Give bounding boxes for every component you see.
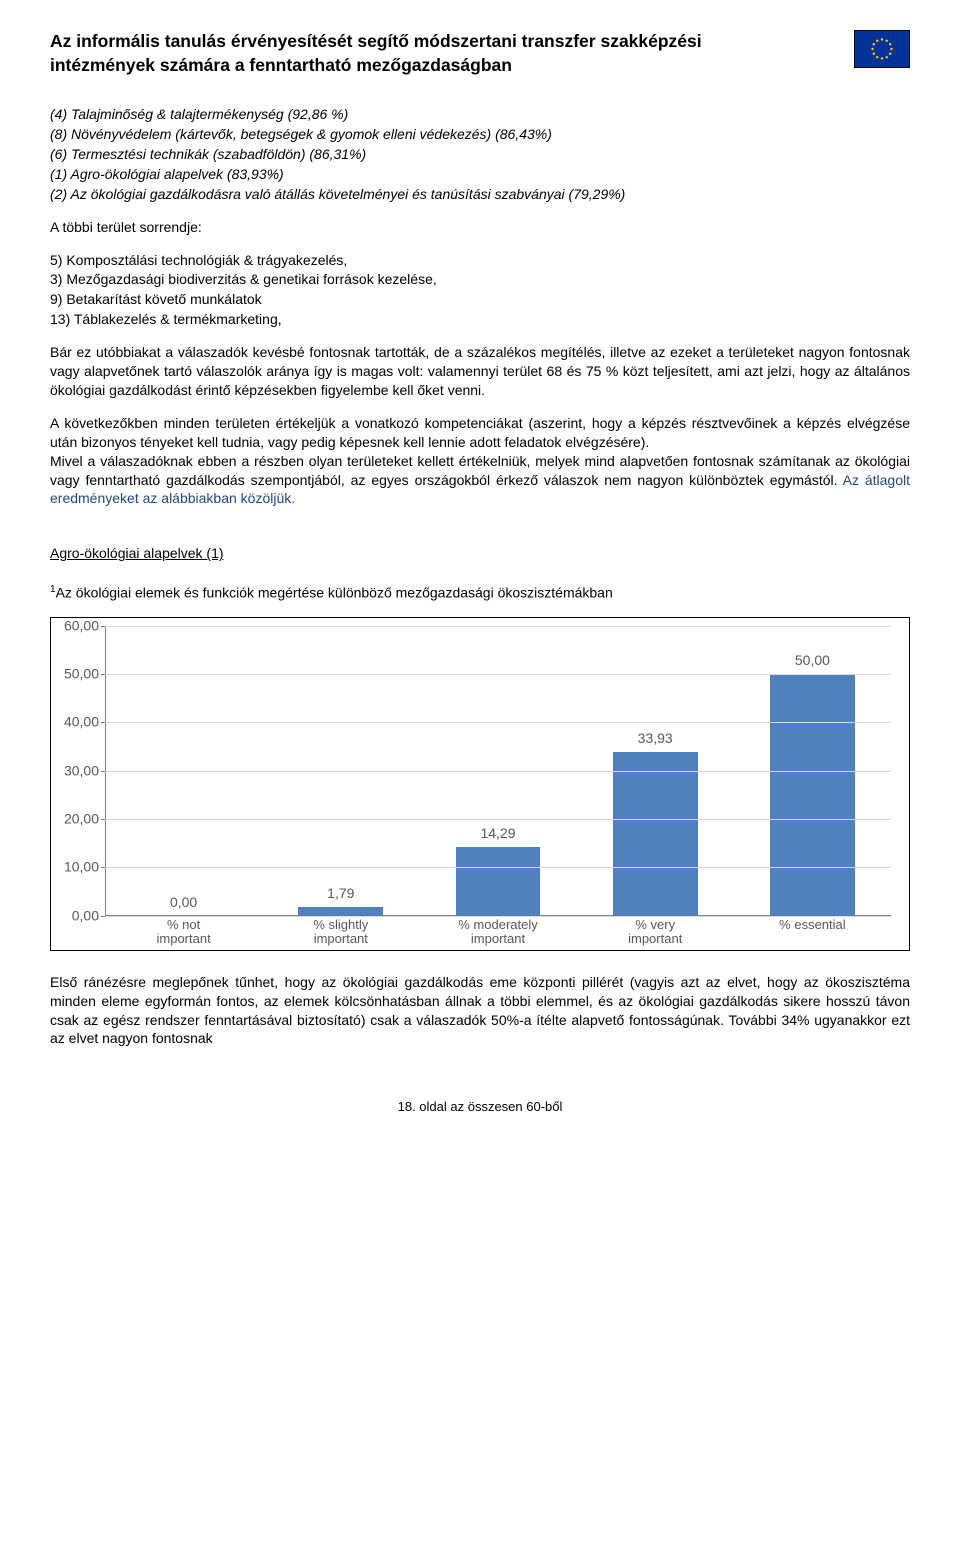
plot: 0,00 1,79 14,29 33,93 50,00 [105, 626, 891, 916]
grid-line [105, 819, 891, 820]
list-item: 5) Komposztálási technológiák & trágyake… [50, 251, 910, 270]
eu-flag-icon [854, 30, 910, 68]
sub-heading: A többi terület sorrendje: [50, 218, 910, 237]
x-tick-label: % essential [734, 916, 891, 946]
list-item: (2) Az ökológiai gazdálkodásra való átál… [50, 185, 910, 204]
y-axis: 0,0010,0020,0030,0040,0050,0060,00 [59, 626, 101, 916]
y-tick-label: 0,00 [72, 906, 99, 925]
tick-mark [101, 867, 105, 868]
list-item: 3) Mezőgazdasági biodiverzitás & genetik… [50, 270, 910, 289]
document-title: Az informális tanulás érvényesítését seg… [50, 30, 810, 77]
x-tick-label: % notimportant [105, 916, 262, 946]
bar: 50,00 [770, 674, 855, 916]
bar: 14,29 [456, 847, 541, 916]
page-header: Az informális tanulás érvényesítését seg… [50, 30, 910, 77]
bar-value-label: 14,29 [456, 824, 541, 843]
bar-value-label: 0,00 [141, 893, 226, 912]
bar: 1,79 [298, 907, 383, 916]
list-item: 13) Táblakezelés & termékmarketing, [50, 310, 910, 329]
list-item: (1) Agro-ökológiai alapelvek (83,93%) [50, 165, 910, 184]
bar-chart: 0,00 10,00 20,00 30,00 40,00 50,00 60,00 0,00 1… [50, 617, 910, 951]
chart-heading: 1Az ökológiai elemek és funkciók megérté… [50, 583, 910, 603]
tick-mark [101, 722, 105, 723]
paragraph: Első ránézésre meglepőnek tűnhet, hogy a… [50, 973, 910, 1049]
x-tick-label: % veryimportant [577, 916, 734, 946]
grid-line [105, 674, 891, 675]
paragraph: A következőkben minden területen értékel… [50, 414, 910, 508]
page-footer: 18. oldal az összesen 60-ből [50, 1098, 910, 1116]
list-item: 9) Betakarítást követő munkálatok [50, 290, 910, 309]
tick-mark [101, 674, 105, 675]
list-item: (4) Talajminőség & talajtermékenység (92… [50, 105, 910, 124]
x-axis-labels: % notimportant% slightlyimportant% moder… [105, 916, 891, 946]
y-tick-label: 40,00 [64, 713, 99, 732]
grid-line [105, 771, 891, 772]
section-title: Agro-ökológiai alapelvek (1) [50, 544, 910, 563]
chart-plot-area: 0,0010,0020,0030,0040,0050,0060,00 0,001… [105, 626, 891, 946]
y-tick-label: 50,00 [64, 665, 99, 684]
paragraph: Bár ez utóbbiakat a válaszadók kevésbé f… [50, 343, 910, 400]
x-tick-label: % moderatelyimportant [419, 916, 576, 946]
paragraph-text: Mivel a válaszadóknak ebben a részben ol… [50, 453, 910, 488]
tick-mark [101, 819, 105, 820]
grid-line [105, 722, 891, 723]
list-item: (6) Termesztési technikák (szabadföldön)… [50, 145, 910, 164]
paragraph-text: A következőkben minden területen értékel… [50, 415, 910, 450]
tick-mark [101, 771, 105, 772]
y-tick-label: 30,00 [64, 761, 99, 780]
grid-line [105, 867, 891, 868]
bar-value-label: 1,79 [298, 884, 383, 903]
x-tick-label: % slightlyimportant [262, 916, 419, 946]
secondary-list: 5) Komposztálási technológiák & trágyake… [50, 251, 910, 330]
bar: 33,93 [613, 752, 698, 916]
y-tick-label: 20,00 [64, 810, 99, 829]
bar-value-label: 50,00 [770, 651, 855, 670]
grid-line [105, 626, 891, 627]
chart-heading-text: Az ökológiai elemek és funkciók megértés… [56, 585, 613, 601]
y-tick-label: 60,00 [64, 616, 99, 635]
bar-value-label: 33,93 [613, 729, 698, 748]
tick-mark [101, 626, 105, 627]
list-item: (8) Növényvédelem (kártevők, betegségek … [50, 125, 910, 144]
y-tick-label: 10,00 [64, 858, 99, 877]
italic-ranked-list: (4) Talajminőség & talajtermékenység (92… [50, 105, 910, 203]
